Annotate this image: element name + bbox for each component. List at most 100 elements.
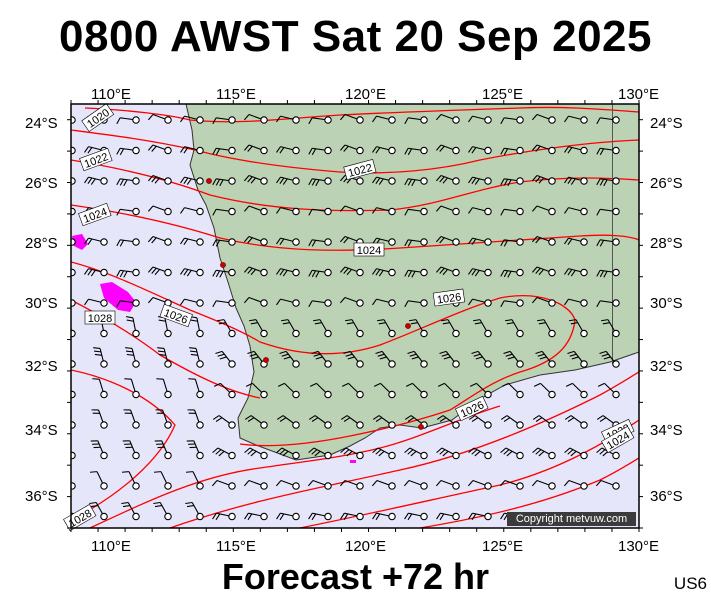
wind-barb	[276, 237, 300, 246]
wind-barb	[501, 382, 524, 399]
wind-barb	[564, 115, 588, 124]
wind-barb	[371, 480, 396, 490]
wind-barb	[596, 299, 620, 308]
wind-barb	[155, 409, 172, 429]
wind-barb	[500, 238, 524, 247]
lat-label-32: 32°S	[25, 358, 58, 375]
wind-barb	[372, 298, 396, 307]
wind-barb	[93, 347, 108, 368]
lat-label-30: 30°S	[25, 295, 58, 312]
wind-barb	[500, 177, 524, 187]
wind-barb	[244, 447, 268, 460]
wind-barb	[147, 114, 172, 124]
region-code: US6	[673, 574, 707, 593]
wind-barb	[189, 316, 204, 338]
wind-barb	[212, 116, 236, 125]
wind-barb	[71, 238, 76, 246]
wind-barb	[217, 319, 236, 338]
lon-label-110-bottom: 110°E	[91, 538, 131, 555]
wind-barb	[531, 480, 556, 490]
wind-barb	[276, 207, 300, 216]
wind-barb	[180, 298, 204, 307]
wind-barb	[71, 116, 76, 124]
wind-barb	[500, 146, 524, 156]
wind-barb	[500, 447, 524, 460]
wind-barb	[249, 319, 268, 338]
wind-barb	[468, 268, 492, 277]
wind-barb	[308, 299, 332, 308]
lat-label-24: 24°S	[25, 115, 58, 132]
wind-barb	[564, 268, 588, 277]
rain-patch	[350, 460, 356, 463]
wind-barb	[339, 205, 364, 216]
wind-barb	[89, 471, 108, 490]
wind-barb	[147, 205, 172, 216]
wind-barb	[404, 238, 428, 247]
wind-barb	[500, 415, 524, 429]
wind-barb	[311, 350, 332, 368]
wind-barb	[308, 268, 332, 278]
wind-barb	[84, 268, 108, 277]
wind-barb	[500, 207, 524, 216]
wind-barb	[468, 115, 492, 124]
wind-barb	[596, 268, 620, 278]
wind-barb	[308, 415, 332, 429]
wind-barb	[372, 207, 396, 216]
wind-barb	[186, 440, 204, 460]
lat-label-34: 34°S	[25, 422, 58, 439]
wind-barb	[372, 512, 396, 521]
wind-barb	[597, 382, 620, 399]
wind-barb	[468, 447, 492, 460]
svg-text:1026: 1026	[436, 291, 462, 306]
wind-barb	[468, 176, 492, 185]
wind-barb	[372, 176, 396, 185]
wind-barb	[156, 378, 172, 399]
rain-patch	[100, 282, 136, 312]
lat-label-36-right: 36°S	[650, 488, 683, 505]
wind-barb	[281, 319, 300, 338]
wind-barb	[116, 299, 140, 308]
wind-barb	[339, 144, 364, 155]
wind-barb	[71, 299, 76, 307]
wind-barb	[564, 176, 588, 185]
border-line	[612, 104, 613, 364]
wind-barb	[339, 266, 364, 277]
wind-barb	[533, 382, 556, 399]
wind-barb	[531, 175, 556, 185]
wind-barb	[180, 207, 204, 216]
wind-barb	[188, 378, 204, 399]
wind-barb	[601, 319, 620, 338]
wind-barb	[243, 297, 268, 307]
wind-barb	[212, 268, 236, 278]
wind-barb	[599, 350, 620, 368]
lat-label-26-right: 26°S	[650, 175, 683, 192]
wind-barb	[243, 175, 268, 185]
isobar-label: 1026	[432, 288, 466, 307]
wind-barb	[180, 237, 204, 246]
lon-label-120: 120°E	[345, 86, 387, 103]
wind-barb	[404, 447, 428, 460]
wind-barb	[84, 237, 108, 246]
wind-barb	[189, 347, 204, 368]
wind-barb	[437, 382, 460, 399]
wind-barb	[596, 238, 620, 247]
wind-barb	[340, 415, 364, 429]
wind-barb	[405, 382, 428, 399]
wind-barb	[531, 205, 556, 216]
wind-barb	[499, 480, 524, 490]
map-frame	[70, 103, 640, 529]
wind-barb	[212, 207, 236, 216]
wind-barb	[373, 382, 396, 399]
wind-barb	[244, 415, 268, 429]
wind-barb	[116, 116, 140, 125]
wind-barb	[92, 378, 108, 399]
city-marker	[220, 262, 226, 268]
wind-barb	[435, 266, 460, 277]
wind-barb	[435, 236, 460, 246]
wind-barb	[473, 319, 492, 338]
wind-barb	[243, 480, 268, 490]
wind-barb	[243, 266, 268, 277]
wind-barb	[531, 266, 556, 277]
wind-barb	[147, 144, 172, 155]
wind-barb	[468, 146, 492, 155]
